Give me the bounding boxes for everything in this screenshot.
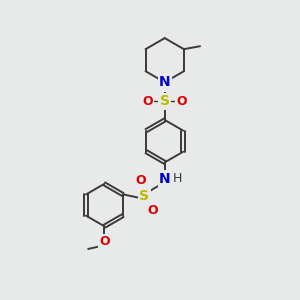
Text: H: H bbox=[173, 172, 182, 185]
Text: S: S bbox=[160, 94, 170, 108]
Text: N: N bbox=[159, 172, 170, 186]
Text: O: O bbox=[136, 173, 146, 187]
Text: N: N bbox=[159, 77, 170, 91]
Text: O: O bbox=[142, 95, 153, 108]
Text: O: O bbox=[176, 95, 187, 108]
Text: O: O bbox=[99, 235, 110, 248]
Text: S: S bbox=[139, 189, 149, 203]
Text: N: N bbox=[159, 75, 170, 89]
Text: O: O bbox=[148, 205, 158, 218]
